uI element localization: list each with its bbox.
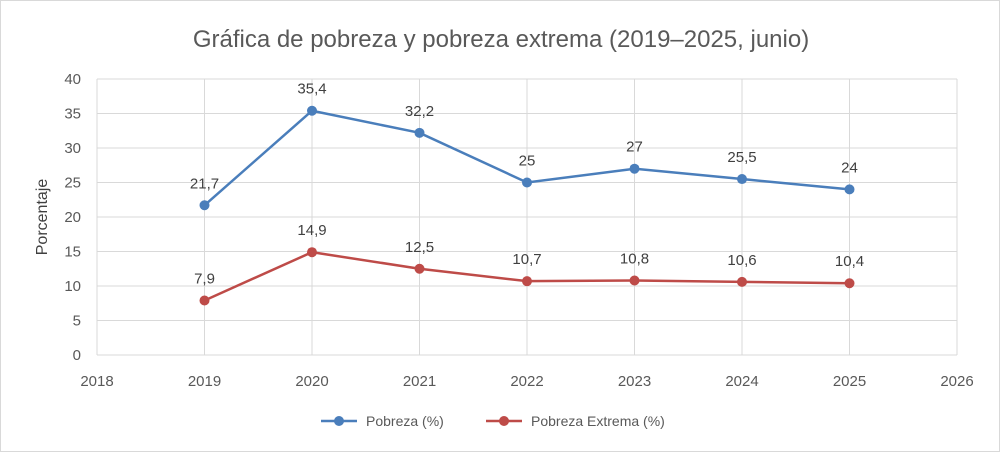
data-label: 10,8	[620, 250, 649, 267]
data-point	[737, 174, 747, 185]
data-point	[522, 177, 532, 188]
data-point	[307, 247, 317, 258]
x-tick-label: 2026	[940, 373, 973, 390]
data-point	[629, 275, 640, 286]
data-label: 10,7	[512, 251, 541, 268]
x-tick-label: 2021	[403, 373, 436, 390]
legend-label: Pobreza (%)	[366, 413, 444, 429]
x-tick-label: 2024	[725, 373, 758, 390]
legend-marker	[499, 416, 509, 426]
data-label: 24	[841, 159, 858, 176]
data-label: 14,9	[297, 222, 326, 239]
data-point	[737, 276, 747, 287]
x-tick-label: 2023	[618, 373, 651, 390]
legend-label: Pobreza Extrema (%)	[531, 413, 665, 429]
x-tick-label: 2020	[295, 373, 328, 390]
data-point	[629, 163, 640, 174]
data-point	[199, 200, 210, 211]
data-label: 25,5	[727, 149, 756, 166]
x-tick-label: 2025	[833, 373, 866, 390]
data-point	[199, 295, 210, 306]
data-point	[414, 263, 425, 274]
data-point	[307, 105, 317, 116]
data-label: 10,6	[727, 252, 756, 269]
data-point	[844, 184, 855, 195]
data-label: 35,4	[297, 81, 326, 98]
data-label: 21,7	[190, 175, 219, 192]
x-tick-label: 2019	[188, 373, 221, 390]
y-tick-label: 30	[64, 140, 81, 157]
y-tick-label: 10	[64, 278, 81, 295]
data-label: 32,2	[405, 103, 434, 120]
x-tick-label: 2018	[80, 373, 113, 390]
y-tick-label: 20	[64, 209, 81, 226]
y-tick-label: 35	[64, 106, 81, 123]
data-point	[844, 278, 855, 289]
y-tick-label: 5	[73, 313, 81, 330]
y-tick-label: 15	[64, 244, 81, 261]
data-label: 25	[519, 153, 536, 170]
data-label: 7,9	[194, 270, 215, 287]
data-label: 27	[626, 139, 643, 156]
x-tick-label: 2022	[510, 373, 543, 390]
chart-title: Gráfica de pobreza y pobreza extrema (20…	[193, 26, 809, 53]
y-axis-label: Porcentaje	[34, 179, 51, 256]
data-label: 10,4	[835, 253, 864, 270]
data-label: 12,5	[405, 239, 434, 256]
y-tick-label: 0	[73, 347, 81, 364]
legend-marker	[334, 416, 344, 426]
y-tick-label: 25	[64, 175, 81, 192]
data-point	[522, 276, 532, 287]
y-tick-label: 40	[64, 71, 81, 88]
data-point	[414, 127, 425, 138]
